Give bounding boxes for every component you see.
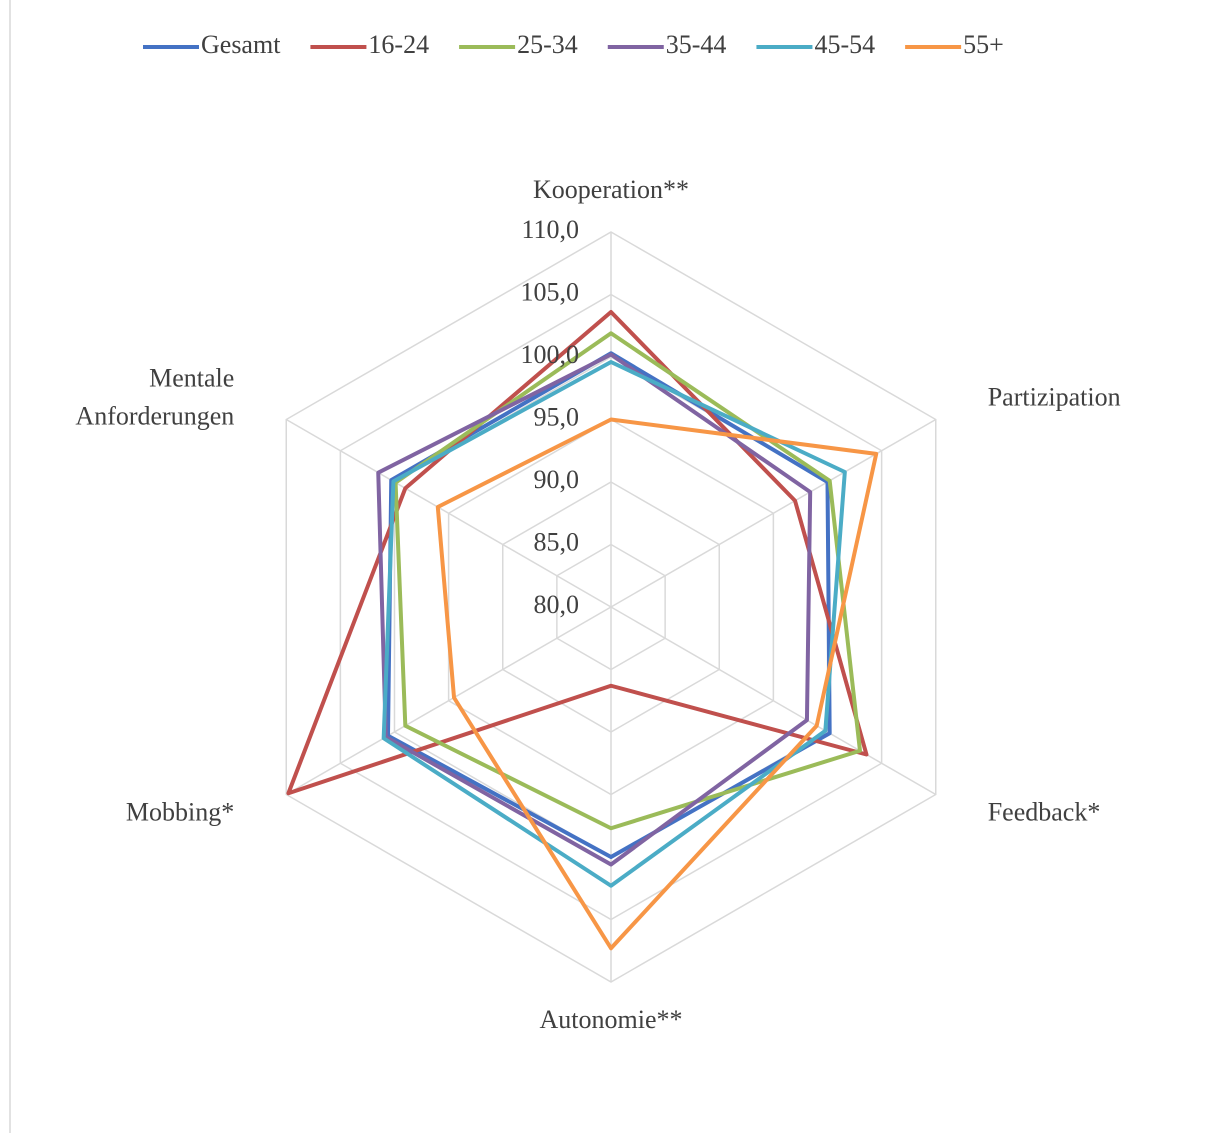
legend-label: 55+	[963, 30, 1004, 59]
r-tick-label: 110,0	[521, 215, 579, 244]
spoke	[285, 418, 612, 608]
r-tick-label: 90,0	[534, 465, 580, 494]
spoke	[610, 418, 937, 608]
spoke	[285, 606, 612, 796]
category-label: Autonomie**	[540, 1005, 683, 1034]
r-tick-label: 80,0	[534, 590, 580, 619]
r-tick-label: 100,0	[521, 340, 580, 369]
category-label: Mobbing*	[126, 797, 234, 826]
r-tick-label: 105,0	[521, 277, 580, 306]
category-label: Feedback*	[988, 797, 1101, 826]
category-label: Mentale Anforderungen	[75, 363, 234, 430]
legend-label: 25-34	[517, 30, 578, 59]
legend-label: Gesamt	[201, 30, 281, 59]
series-line	[435, 417, 879, 951]
category-label: Kooperation**	[533, 175, 689, 204]
category-label: Partizipation	[988, 382, 1121, 411]
legend-label: 16-24	[368, 30, 429, 59]
legend-label: 35-44	[666, 30, 727, 59]
spoke	[610, 606, 937, 796]
series-line	[393, 331, 862, 831]
series-line	[381, 360, 847, 888]
series-line	[286, 310, 869, 796]
r-tick-label: 85,0	[534, 527, 580, 556]
series-line	[376, 352, 813, 867]
series-line	[385, 351, 832, 859]
r-tick-label: 95,0	[534, 402, 580, 431]
legend-label: 45-54	[814, 30, 875, 59]
